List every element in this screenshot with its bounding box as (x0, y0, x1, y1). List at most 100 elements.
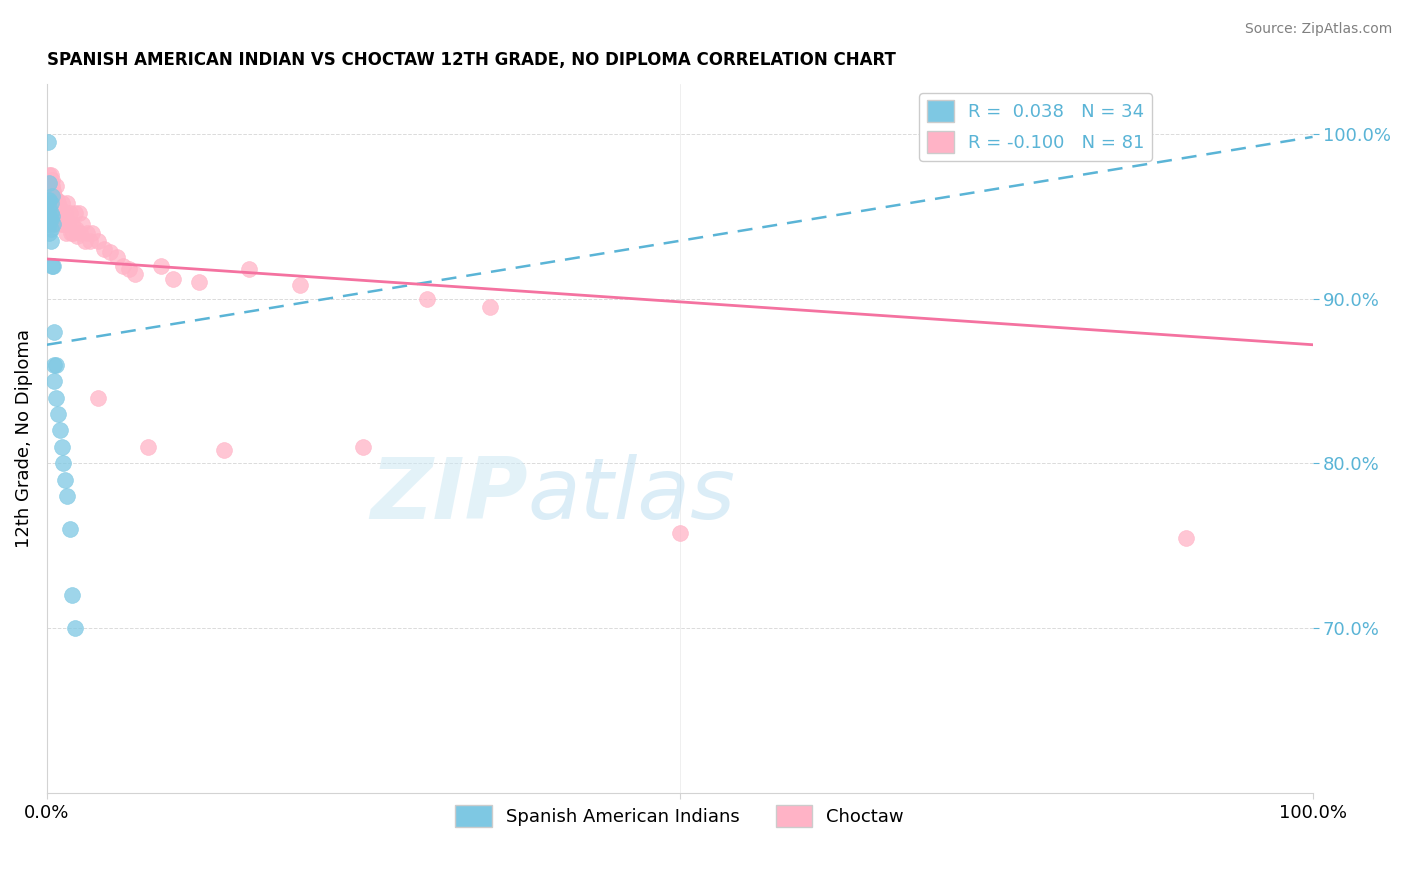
Point (352, 440, 374, 454)
Point (44, 358, 66, 372)
Point (38, 168, 60, 182)
Point (46, 212, 69, 227)
Point (63, 621, 86, 635)
Point (44, 189, 66, 203)
Point (39, 195, 62, 210)
Point (42, 259, 65, 273)
Text: atlas: atlas (527, 454, 735, 537)
Point (42, 209, 65, 223)
Point (62, 226, 84, 240)
Point (55, 226, 77, 240)
Point (38, 212, 60, 227)
Point (39, 176, 62, 190)
Point (56, 195, 79, 210)
Point (37, 193, 59, 207)
Point (46, 195, 69, 210)
Point (42, 201, 65, 215)
Point (51, 440, 73, 454)
Point (60, 217, 83, 231)
Point (39, 212, 62, 227)
Point (45, 391, 67, 405)
Point (41, 179, 63, 194)
Point (38, 193, 60, 207)
Point (82, 226, 104, 240)
Point (37, 176, 59, 190)
Point (37, 193, 59, 207)
Point (45, 179, 67, 194)
Point (668, 525, 690, 540)
Point (38, 195, 60, 210)
Point (39, 222, 62, 236)
Point (59, 206, 82, 220)
Point (48, 424, 70, 438)
Point (45, 201, 67, 215)
Point (79, 234, 101, 248)
Point (118, 261, 141, 276)
Point (86, 234, 108, 248)
Point (72, 217, 94, 231)
Point (42, 217, 65, 231)
Point (67, 206, 90, 220)
Point (41, 189, 63, 203)
Point (1175, 531, 1198, 545)
Point (38, 193, 60, 207)
Point (46, 201, 69, 215)
Point (53, 206, 76, 220)
Point (212, 443, 235, 458)
Point (39, 184, 62, 198)
Point (41, 173, 63, 187)
Point (58, 217, 80, 231)
Point (49, 217, 72, 231)
Point (59, 523, 82, 537)
Point (93, 242, 115, 256)
Point (38, 176, 60, 190)
Text: SPANISH AMERICAN INDIAN VS CHOCTAW 12TH GRADE, NO DIPLOMA CORRELATION CHART: SPANISH AMERICAN INDIAN VS CHOCTAW 12TH … (46, 51, 896, 69)
Point (38, 209, 60, 223)
Point (52, 457, 75, 471)
Point (39, 179, 62, 194)
Point (44, 206, 66, 220)
Point (42, 217, 65, 231)
Point (39, 201, 62, 215)
Point (238, 261, 260, 276)
Point (187, 275, 209, 289)
Point (38, 201, 60, 215)
Point (59, 226, 82, 240)
Point (415, 292, 437, 306)
Point (39, 193, 62, 207)
Point (51, 195, 73, 210)
Point (37, 135, 59, 149)
Point (288, 278, 311, 293)
Point (76, 226, 98, 240)
Point (46, 407, 69, 421)
Point (41, 259, 63, 273)
Point (162, 271, 184, 285)
Point (136, 440, 159, 454)
Point (48, 201, 70, 215)
Point (44, 325, 66, 339)
Point (39, 206, 62, 220)
Point (45, 358, 67, 372)
Point (63, 206, 86, 220)
Point (42, 184, 65, 198)
Point (39, 195, 62, 210)
Point (66, 228, 89, 243)
Point (73, 234, 96, 248)
Point (38, 217, 60, 231)
Point (45, 212, 67, 227)
Point (44, 374, 66, 388)
Text: ZIP: ZIP (370, 454, 527, 537)
Point (53, 473, 76, 487)
Point (41, 195, 63, 210)
Point (46, 206, 69, 220)
Point (38, 226, 60, 240)
Point (41, 189, 63, 203)
Point (105, 250, 128, 264)
Point (149, 259, 172, 273)
Point (86, 391, 108, 405)
Point (37, 217, 59, 231)
Point (65, 222, 87, 236)
Point (56, 490, 79, 504)
Text: Source: ZipAtlas.com: Source: ZipAtlas.com (1244, 22, 1392, 37)
Point (39, 234, 62, 248)
